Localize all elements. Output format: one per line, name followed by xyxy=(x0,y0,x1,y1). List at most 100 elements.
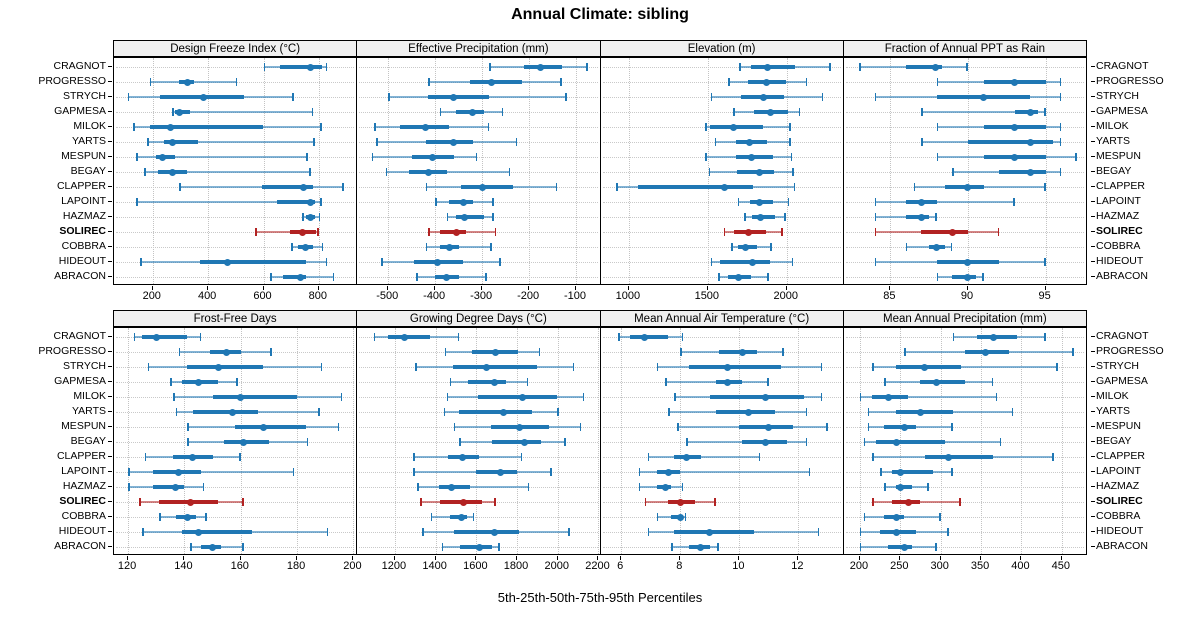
category-tick xyxy=(1091,351,1095,352)
median-dot xyxy=(697,543,705,551)
category-tick xyxy=(108,201,112,202)
row-guide-line xyxy=(602,67,841,68)
iqr-bar-25-75 xyxy=(876,440,945,444)
site-label-right: HIDEOUT xyxy=(1096,255,1144,267)
whisker-cap-high xyxy=(1059,78,1062,86)
category-tick xyxy=(1091,216,1095,217)
x-tick xyxy=(1060,556,1062,560)
iqr-bar-25-75 xyxy=(199,260,307,264)
x-tick-label: 2000 xyxy=(544,560,570,572)
category-tick xyxy=(1091,276,1095,277)
median-dot xyxy=(452,228,460,236)
whisker-cap-low xyxy=(127,93,130,101)
site-label-right: LAPOINT xyxy=(1096,465,1141,477)
median-dot xyxy=(424,168,432,176)
category-tick xyxy=(108,246,112,247)
iqr-bar-25-75 xyxy=(461,185,513,189)
median-dot xyxy=(450,138,458,146)
row-guide-line xyxy=(359,157,598,158)
iqr-bar-25-75 xyxy=(630,335,669,339)
whisker-cap-low xyxy=(733,108,735,116)
x-tick xyxy=(393,556,395,560)
whisker-cap-high xyxy=(966,63,968,71)
whisker-cap-high xyxy=(199,333,202,341)
x-axis: 1200 1400 1600 1800 2000 2200 xyxy=(356,556,610,574)
median-dot xyxy=(933,243,941,251)
whisker-cap-low xyxy=(149,78,152,86)
median-dot xyxy=(200,93,208,101)
x-tick xyxy=(858,556,860,560)
whisker-cap-high xyxy=(1072,348,1074,356)
x-tick xyxy=(434,556,436,560)
category-tick xyxy=(108,351,112,352)
row-guide-line xyxy=(845,247,1084,248)
median-dot xyxy=(183,78,191,86)
site-label-left: CRAGNOT xyxy=(53,330,107,342)
x-tick xyxy=(738,556,740,560)
row-guide-line xyxy=(602,547,841,548)
median-dot xyxy=(240,438,248,446)
x-tick xyxy=(966,286,968,290)
whisker-cap-low xyxy=(952,168,954,176)
x-tick xyxy=(317,286,319,290)
iqr-bar-25-75 xyxy=(235,425,306,429)
whisker-cap-low xyxy=(874,198,877,206)
row-guide-line xyxy=(116,517,355,518)
whisker-cap-low xyxy=(415,363,417,371)
category-tick xyxy=(108,531,112,532)
panel-strip: Design Freeze Index (°C) xyxy=(113,40,358,57)
iqr-bar-25-75 xyxy=(149,125,264,129)
whisker-cap-high xyxy=(526,378,529,386)
median-dot xyxy=(445,243,453,251)
x-tick xyxy=(899,556,901,560)
whisker-cap-high xyxy=(1075,153,1077,161)
median-dot xyxy=(706,528,714,536)
whisker-cap-low xyxy=(172,108,174,116)
median-dot xyxy=(459,198,467,206)
whisker-cap-low xyxy=(686,438,688,446)
gridline-vertical xyxy=(798,328,800,554)
row-guide-line xyxy=(602,217,841,218)
whisker-cap-low xyxy=(263,63,265,71)
iqr-bar-25-75 xyxy=(751,65,795,69)
x-tick xyxy=(939,556,941,560)
median-dot xyxy=(483,363,491,371)
row-guide-line xyxy=(359,517,598,518)
chart-title: Annual Climate: sibling xyxy=(511,6,689,23)
whisker-5-95 xyxy=(417,486,530,488)
site-label-right: SOLIREC xyxy=(1096,225,1143,237)
whisker-cap-low xyxy=(449,378,452,386)
median-dot xyxy=(195,528,202,536)
whisker-cap-high xyxy=(236,378,238,386)
x-tick-label: 1400 xyxy=(422,560,447,572)
site-label-left: SOLIREC xyxy=(59,495,106,507)
median-dot xyxy=(641,333,649,341)
whisker-cap-low xyxy=(936,273,939,281)
median-dot xyxy=(298,228,306,236)
median-dot xyxy=(237,393,245,401)
median-dot xyxy=(964,183,972,191)
site-label-left: SOLIREC xyxy=(59,225,106,237)
whisker-cap-high xyxy=(959,498,961,506)
whisker-cap-low xyxy=(136,198,138,206)
whisker-cap-low xyxy=(952,333,955,341)
x-tick-label: 1800 xyxy=(503,560,529,572)
site-label-right: YARTS xyxy=(1096,135,1131,147)
median-dot xyxy=(989,333,997,341)
panel-plot xyxy=(113,327,358,555)
median-dot xyxy=(744,408,752,416)
whisker-cap-low xyxy=(656,363,659,371)
whisker-cap-high xyxy=(1044,108,1046,116)
median-dot xyxy=(766,108,774,116)
site-label-left: CLAPPER xyxy=(56,180,106,192)
median-dot xyxy=(175,108,183,116)
category-tick xyxy=(1091,246,1095,247)
iqr-bar-25-75 xyxy=(280,65,322,69)
whisker-5-95 xyxy=(647,456,761,458)
x-axis: 200 400 600 800 xyxy=(113,286,357,304)
whisker-cap-low xyxy=(420,498,422,506)
whisker-cap-low xyxy=(388,93,390,101)
iqr-bar-25-75 xyxy=(181,530,252,534)
median-dot xyxy=(400,333,408,341)
whisker-cap-low xyxy=(708,168,711,176)
